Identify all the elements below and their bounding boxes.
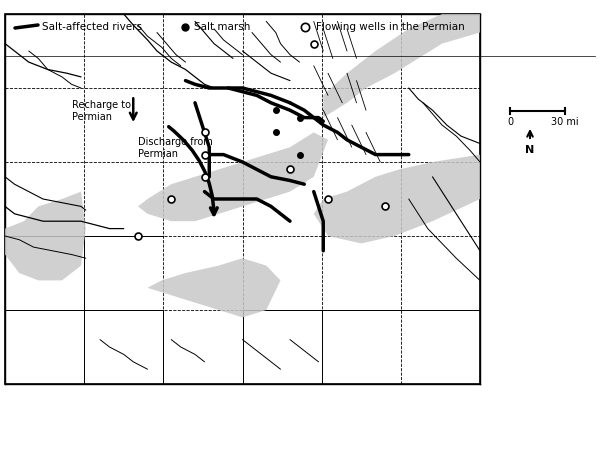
Text: N: N [526,145,535,155]
Bar [5,15,480,384]
Polygon shape [323,15,480,119]
Polygon shape [314,155,480,244]
Polygon shape [138,133,328,222]
Text: 0: 0 [507,117,513,127]
Text: 30 mi: 30 mi [551,117,579,127]
Text: Salt-affected rivers: Salt-affected rivers [42,22,142,32]
Polygon shape [148,258,281,318]
FancyArrowPatch shape [169,128,217,215]
Text: Recharge to
Permian: Recharge to Permian [71,100,131,122]
Text: Salt marsh: Salt marsh [194,22,250,32]
Text: Discharge from
Permian: Discharge from Permian [138,137,213,159]
Polygon shape [5,192,86,281]
Text: Flowing wells in the Permian: Flowing wells in the Permian [316,22,465,32]
